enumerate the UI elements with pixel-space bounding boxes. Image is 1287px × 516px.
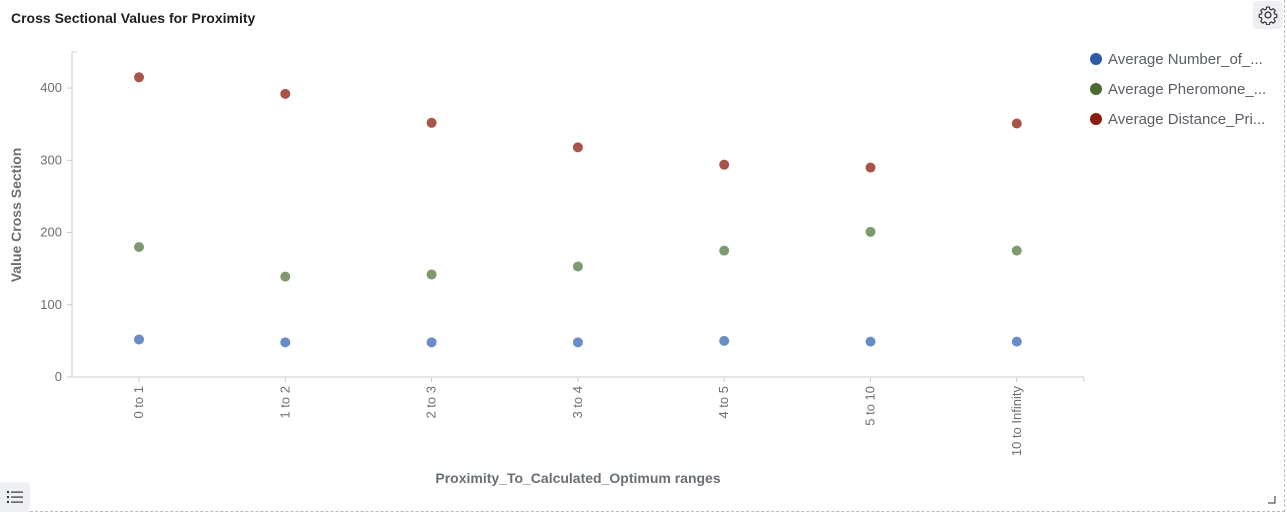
- gear-icon: [1258, 6, 1278, 25]
- data-point-series-2[interactable]: [719, 159, 730, 170]
- data-point-series-2[interactable]: [865, 162, 876, 173]
- x-tick-label: 2 to 3: [424, 386, 439, 419]
- y-axis-ticks: 0 100 200 300 400: [40, 80, 72, 384]
- y-tick-label: 100: [40, 297, 62, 312]
- x-tick-label: 4 to 5: [716, 386, 731, 419]
- legend-item-distance[interactable]: Average Distance_Pri...: [1090, 104, 1266, 134]
- x-tick-label: 0 to 1: [131, 386, 146, 419]
- data-point-series-1[interactable]: [280, 271, 291, 282]
- legend-label: Average Number_of_...: [1108, 50, 1263, 68]
- legend-dot-distance: [1090, 113, 1102, 125]
- y-tick-label: 200: [40, 225, 62, 240]
- list-icon: [7, 491, 23, 503]
- settings-button[interactable]: [1253, 1, 1283, 29]
- data-point-series-0[interactable]: [865, 336, 876, 347]
- legend-item-number[interactable]: Average Number_of_...: [1090, 44, 1266, 74]
- x-axis-ticks: 0 to 1 1 to 2 2 to 3 3 to 4 4 to 5 5 to 10 10 …: [131, 377, 1024, 456]
- data-point-series-2[interactable]: [426, 117, 437, 128]
- y-tick-label: 400: [40, 80, 62, 95]
- data-points: [134, 72, 1022, 348]
- data-point-series-0[interactable]: [134, 334, 144, 345]
- resize-handle-icon[interactable]: [1266, 494, 1276, 504]
- data-point-series-2[interactable]: [134, 72, 144, 83]
- legend-dot-number: [1090, 53, 1102, 65]
- legend-label: Average Distance_Pri...: [1108, 110, 1266, 128]
- legend-item-pheromone[interactable]: Average Pheromone_...: [1090, 74, 1266, 104]
- y-tick-label: 300: [40, 152, 62, 167]
- legend-label: Average Pheromone_...: [1108, 80, 1267, 98]
- legend-toggle-button[interactable]: [0, 482, 30, 512]
- legend-dot-pheromone: [1090, 83, 1102, 95]
- data-point-series-1[interactable]: [572, 261, 583, 272]
- data-point-series-0[interactable]: [1011, 336, 1022, 347]
- x-tick-label: 10 to Infinity: [1009, 386, 1024, 457]
- data-point-series-1[interactable]: [426, 269, 437, 280]
- data-point-series-0[interactable]: [572, 337, 583, 348]
- data-point-series-2[interactable]: [280, 88, 291, 99]
- x-tick-label: 3 to 4: [570, 386, 585, 419]
- y-tick-label: 0: [55, 369, 62, 384]
- chart-legend: Average Number_of_... Average Pheromone_…: [1090, 44, 1266, 134]
- data-point-series-1[interactable]: [865, 226, 876, 237]
- data-point-series-2[interactable]: [572, 142, 583, 153]
- data-point-series-0[interactable]: [280, 337, 291, 348]
- axes: [71, 51, 1085, 382]
- chart-title: Cross Sectional Values for Proximity: [11, 10, 256, 26]
- data-point-series-0[interactable]: [426, 337, 437, 348]
- data-point-series-1[interactable]: [134, 242, 144, 252]
- x-tick-label: 5 to 10: [863, 386, 878, 426]
- data-point-series-1[interactable]: [719, 245, 730, 256]
- x-tick-label: 1 to 2: [277, 386, 292, 419]
- x-axis-title: Proximity_To_Calculated_Optimum ranges: [435, 470, 720, 486]
- data-point-series-0[interactable]: [719, 335, 730, 346]
- data-point-series-1[interactable]: [1011, 245, 1022, 256]
- y-axis-title: Value Cross Section: [8, 148, 24, 283]
- data-point-series-2[interactable]: [1011, 118, 1022, 129]
